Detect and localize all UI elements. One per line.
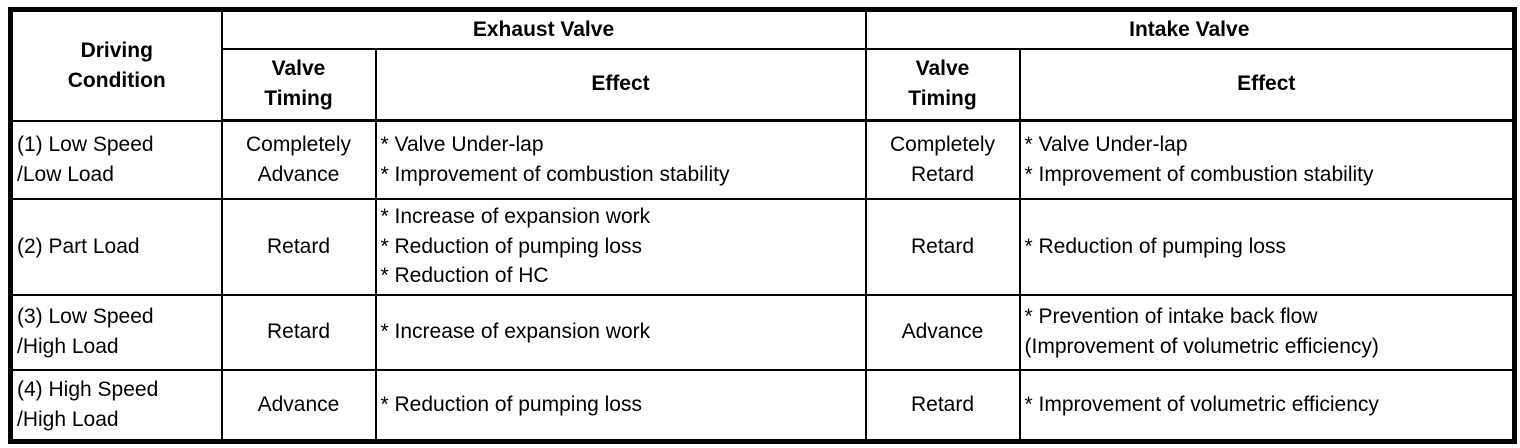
- cell-intake-effect: * Prevention of intake back flow (Improv…: [1018, 293, 1516, 371]
- cell-exhaust-effect: * Valve Under-lap * Improvement of combu…: [374, 119, 867, 200]
- cell-exhaust-effect: * Reduction of pumping loss: [374, 368, 867, 443]
- valve-timing-table: Driving Condition Exhaust Valve Intake V…: [8, 7, 1517, 444]
- table-row-high-speed-high-load: (4) High Speed /High Load Advance * Redu…: [9, 368, 1516, 443]
- table-row-part-load: (2) Part Load Retard * Increase of expan…: [9, 197, 1516, 296]
- header-intake-effect: Effect: [1018, 47, 1516, 122]
- cell-condition: (1) Low Speed /Low Load: [9, 119, 223, 200]
- cell-intake-timing: Retard: [864, 368, 1021, 443]
- cell-intake-effect: * Valve Under-lap * Improvement of combu…: [1018, 119, 1516, 200]
- header-intake-valve-timing: Valve Timing: [864, 47, 1021, 122]
- cell-intake-effect: * Reduction of pumping loss: [1018, 197, 1516, 296]
- table-row-low-speed-high-load: (3) Low Speed /High Load Retard * Increa…: [9, 293, 1516, 371]
- cell-intake-effect: * Improvement of volumetric efficiency: [1018, 368, 1516, 443]
- cell-intake-timing: Completely Retard: [864, 119, 1021, 200]
- header-row-valve-groups: Driving Condition Exhaust Valve Intake V…: [9, 8, 1516, 122]
- header-exhaust-effect: Effect: [374, 47, 867, 122]
- cell-intake-timing: Retard: [864, 197, 1021, 296]
- header-exhaust-valve: Exhaust Valve: [220, 8, 867, 50]
- table-row-low-speed-low-load: (1) Low Speed /Low Load Completely Advan…: [9, 119, 1516, 200]
- header-intake-valve: Intake Valve: [864, 8, 1516, 50]
- cell-exhaust-timing: Advance: [220, 368, 377, 443]
- header-exhaust-valve-timing: Valve Timing: [220, 47, 377, 122]
- cell-condition: (4) High Speed /High Load: [9, 368, 223, 443]
- cell-exhaust-effect: * Increase of expansion work * Reduction…: [374, 197, 867, 296]
- cell-condition: (2) Part Load: [9, 197, 223, 296]
- cell-exhaust-effect: * Increase of expansion work: [374, 293, 867, 371]
- header-row-subcolumns: Valve Timing Effect Valve Timing Effect: [11, 47, 1516, 122]
- cell-exhaust-timing: Retard: [220, 197, 377, 296]
- cell-intake-timing: Advance: [864, 293, 1021, 371]
- header-driving-condition: Driving Condition: [9, 8, 223, 122]
- cell-condition: (3) Low Speed /High Load: [9, 293, 223, 371]
- cell-exhaust-timing: Completely Advance: [220, 119, 377, 200]
- cell-exhaust-timing: Retard: [220, 293, 377, 371]
